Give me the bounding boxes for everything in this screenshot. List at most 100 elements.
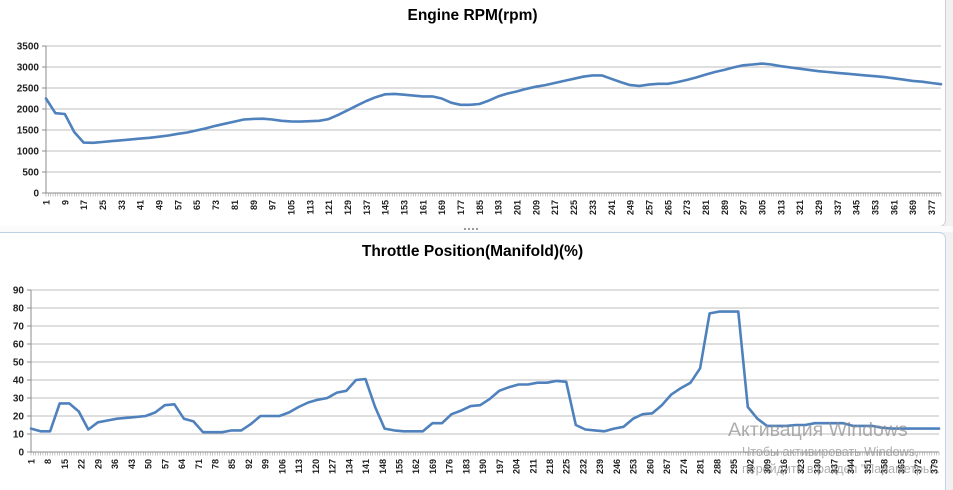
x-axis-label: 106 — [277, 459, 287, 474]
series-line[interactable] — [44, 62, 943, 145]
y-axis-label: 0 — [33, 189, 39, 200]
x-axis-label: 337 — [833, 200, 843, 215]
x-axis-label: 169 — [428, 459, 438, 474]
y-axis-label: 0 — [18, 448, 24, 459]
y-axis-label: 2500 — [17, 84, 40, 95]
x-axis-label: 209 — [531, 200, 541, 215]
x-axis-label: 305 — [758, 200, 768, 215]
x-axis-label: 211 — [528, 459, 538, 474]
x-axis-label: 246 — [612, 459, 622, 474]
x-axis-label: 361 — [889, 200, 899, 215]
x-axis-label: 176 — [445, 459, 455, 474]
x-axis-label: 65 — [192, 200, 202, 210]
x-axis-label: 57 — [173, 200, 183, 210]
x-axis-label: 185 — [475, 200, 485, 215]
x-axis-label: 141 — [361, 459, 371, 474]
x-axis-label: 313 — [776, 200, 786, 215]
x-axis-label: 351 — [863, 459, 873, 474]
series-line[interactable] — [29, 310, 941, 434]
x-axis-label: 129 — [343, 200, 353, 215]
x-axis-label: 137 — [362, 200, 372, 215]
rpm-chart-title: Engine RPM(rpm) — [407, 7, 538, 24]
x-axis-label: 71 — [194, 459, 204, 469]
x-axis-label: 218 — [545, 459, 555, 474]
divider-grip-dots[interactable] — [464, 228, 466, 230]
x-axis-label: 183 — [461, 459, 471, 474]
panel-divider[interactable] — [0, 226, 953, 232]
x-axis-label: 148 — [378, 459, 388, 474]
x-axis-label: 309 — [762, 459, 772, 474]
rpm-chart-panel[interactable]: Engine RPM(rpm) 0 500 1000 1500 2000 2500 3000… — [0, 0, 946, 227]
x-axis-label: 134 — [344, 459, 354, 474]
x-axis-label: 281 — [696, 459, 706, 474]
x-axis-label: 41 — [136, 200, 146, 210]
y-axis-label: 500 — [22, 168, 39, 179]
x-axis-label: 273 — [682, 200, 692, 215]
x-axis-label: 64 — [177, 459, 187, 469]
x-axis-label: 316 — [779, 459, 789, 474]
x-axis-label: 330 — [813, 459, 823, 474]
x-axis-label: 193 — [494, 200, 504, 215]
x-axis-label: 253 — [629, 459, 639, 474]
x-axis-label: 372 — [913, 459, 923, 474]
x-axis-label: 121 — [324, 200, 334, 215]
throttle-chart-canvas[interactable]: 0 10 20 30 40 50 60 70 80 90 1 8 15 22 29 36 43 50 57 64 71 7… — [0, 233, 945, 490]
x-axis-label: 353 — [871, 200, 881, 215]
x-axis-label: 145 — [381, 200, 391, 215]
x-axis-label: 162 — [411, 459, 421, 474]
y-axis-label: 90 — [13, 286, 25, 297]
x-axis-label: 267 — [662, 459, 672, 474]
x-axis-label: 113 — [294, 459, 304, 474]
x-axis-label: 225 — [562, 459, 572, 474]
y-axis-label: 20 — [13, 412, 25, 423]
throttle-chart-title: Throttle Position(Manifold)(%) — [361, 243, 584, 260]
x-axis-label: 50 — [144, 459, 154, 469]
rpm-chart-canvas[interactable]: 0 500 1000 1500 2000 2500 3000 3500 1 9 17 25 33 41 49… — [0, 0, 945, 226]
x-axis-label: 281 — [701, 200, 711, 215]
x-axis-label: 225 — [569, 200, 579, 215]
x-axis-label: 49 — [155, 200, 165, 210]
x-axis-label: 127 — [328, 459, 338, 474]
x-axis-label: 177 — [456, 200, 466, 215]
x-axis-label: 25 — [98, 200, 108, 210]
x-axis-label: 369 — [908, 200, 918, 215]
x-axis-label: 113 — [305, 200, 315, 215]
x-axis-label: 57 — [160, 459, 170, 469]
x-axis-label: 204 — [512, 459, 522, 474]
y-axis-label: 10 — [13, 430, 25, 441]
x-axis-label: 43 — [127, 459, 137, 469]
x-axis-label: 344 — [846, 459, 856, 474]
x-axis-label: 239 — [595, 459, 605, 474]
y-axis-label: 1000 — [17, 147, 40, 158]
x-axis-label: 217 — [550, 200, 560, 215]
x-axis-label: 321 — [795, 200, 805, 215]
x-axis-label: 89 — [249, 200, 259, 210]
throttle-chart-panel[interactable]: Throttle Position(Manifold)(%) 0 10 20 30 40… — [0, 232, 946, 490]
x-axis-label: 92 — [244, 459, 254, 469]
x-axis-label: 265 — [663, 200, 673, 215]
x-axis-label: 295 — [729, 459, 739, 474]
x-axis-label: 288 — [712, 459, 722, 474]
x-axis-label: 105 — [286, 200, 296, 215]
x-axis-label: 197 — [495, 459, 505, 474]
x-axis-label: 365 — [896, 459, 906, 474]
x-axis-label: 120 — [311, 459, 321, 474]
y-axis-label: 50 — [13, 358, 25, 369]
x-axis-label: 169 — [437, 200, 447, 215]
y-axis-label: 1500 — [17, 126, 40, 137]
y-axis-label: 40 — [13, 376, 25, 387]
y-axis-label: 2000 — [17, 105, 40, 116]
y-axis-label: 80 — [13, 304, 25, 315]
x-axis-label: 9 — [60, 200, 70, 205]
x-axis-label: 379 — [930, 459, 940, 474]
x-axis-label: 29 — [93, 459, 103, 469]
x-axis-label: 233 — [588, 200, 598, 215]
x-axis-label: 97 — [268, 200, 278, 210]
y-axis-label: 70 — [13, 322, 25, 333]
x-axis-label: 15 — [60, 459, 70, 469]
x-axis-label: 241 — [607, 200, 617, 215]
x-axis-label: 337 — [829, 459, 839, 474]
x-axis-label: 201 — [513, 200, 523, 215]
x-axis-label: 99 — [261, 459, 271, 469]
